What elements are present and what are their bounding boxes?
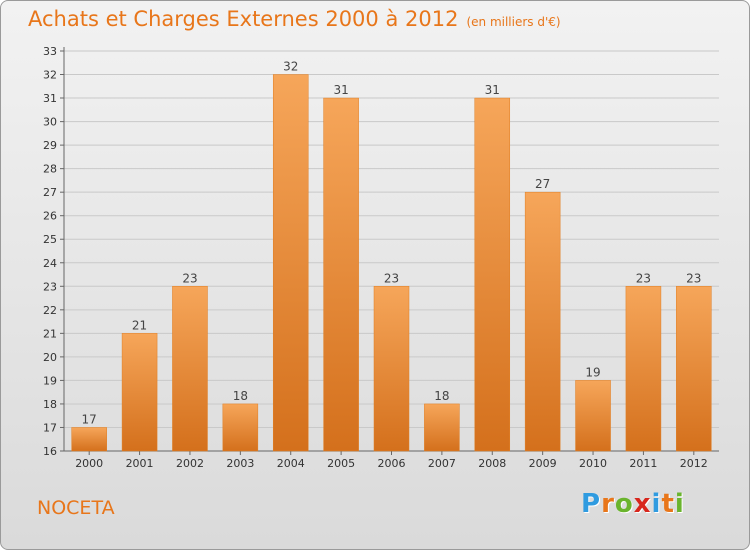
value-label-2011: 23	[636, 271, 651, 285]
y-tick-label: 32	[43, 69, 57, 82]
x-tick-label-2011: 2011	[629, 457, 657, 470]
y-tick-label: 19	[43, 374, 57, 387]
y-tick-label: 16	[43, 445, 57, 458]
y-tick-label: 21	[43, 327, 57, 340]
bar-2010[interactable]	[575, 380, 611, 452]
logo-letter: o	[614, 489, 634, 519]
y-tick-label: 18	[43, 398, 57, 411]
value-label-2009: 27	[535, 177, 550, 191]
value-label-2002: 23	[182, 271, 197, 285]
y-tick-label: 33	[43, 45, 57, 58]
x-tick-label-2000: 2000	[75, 457, 103, 470]
x-tick-label-2001: 2001	[126, 457, 154, 470]
value-label-2001: 21	[132, 318, 147, 332]
x-tick-label-2007: 2007	[428, 457, 456, 470]
y-tick-label: 24	[43, 257, 57, 270]
value-label-2006: 23	[384, 271, 399, 285]
value-label-2010: 19	[585, 365, 600, 379]
logo-letter: P	[581, 489, 602, 519]
value-label-2005: 31	[333, 83, 348, 97]
bar-2011[interactable]	[625, 286, 662, 452]
y-tick-label: 22	[43, 304, 57, 317]
commune-name: NOCETA	[37, 497, 115, 519]
chart-title-text: Achats et Charges Externes 2000 à 2012	[28, 7, 459, 31]
logo-letter: x	[633, 489, 652, 519]
bar-2003[interactable]	[222, 403, 259, 452]
bar-2000[interactable]	[71, 427, 107, 452]
y-tick-label: 20	[43, 351, 57, 364]
y-tick-label: 31	[43, 92, 57, 105]
y-tick-label: 29	[43, 139, 57, 152]
value-label-2012: 23	[686, 271, 701, 285]
logo-letter: i	[674, 489, 685, 519]
chart-title: Achats et Charges Externes 2000 à 2012 (e…	[28, 7, 561, 31]
logo-letter: i	[651, 489, 662, 519]
value-label-2008: 31	[485, 83, 500, 97]
proxiti-logo[interactable]: Proxiti	[581, 489, 685, 519]
bar-2009[interactable]	[524, 191, 561, 452]
x-tick-label-2010: 2010	[579, 457, 607, 470]
x-tick-label-2012: 2012	[680, 457, 708, 470]
bar-2002[interactable]	[172, 286, 208, 452]
y-tick-label: 17	[43, 421, 57, 434]
bar-2001[interactable]	[121, 333, 158, 452]
x-tick-label-2002: 2002	[176, 457, 204, 470]
logo-letter: r	[601, 489, 615, 519]
value-label-2004: 32	[283, 60, 298, 74]
bar-2006[interactable]	[373, 286, 410, 452]
y-tick-label: 30	[43, 116, 57, 129]
x-tick-label-2008: 2008	[478, 457, 506, 470]
y-tick-label: 27	[43, 186, 57, 199]
bar-2008[interactable]	[474, 97, 511, 452]
x-tick-label-2004: 2004	[277, 457, 305, 470]
y-tick-label: 25	[43, 233, 57, 246]
value-label-2000: 17	[82, 412, 97, 426]
logo-letter: t	[661, 489, 675, 519]
bar-2012[interactable]	[676, 286, 712, 452]
value-label-2007: 18	[434, 389, 449, 403]
x-tick-label-2009: 2009	[529, 457, 557, 470]
x-tick-label-2006: 2006	[378, 457, 406, 470]
bars	[71, 74, 712, 452]
value-label-2003: 18	[233, 389, 248, 403]
chart-unit: (en milliers d'€)	[466, 15, 561, 29]
x-tick-label-2005: 2005	[327, 457, 355, 470]
bar-2004[interactable]	[272, 74, 309, 452]
bar-2007[interactable]	[424, 403, 460, 452]
x-tick-label-2003: 2003	[226, 457, 254, 470]
y-tick-label: 26	[43, 210, 57, 223]
y-tick-label: 28	[43, 163, 57, 176]
labels: 2000 17 2001 21 2002 23 2003 18 2004 32 2005 31 2006…	[75, 60, 708, 470]
y-tick-label: 23	[43, 280, 57, 293]
bar-2005[interactable]	[323, 97, 359, 452]
